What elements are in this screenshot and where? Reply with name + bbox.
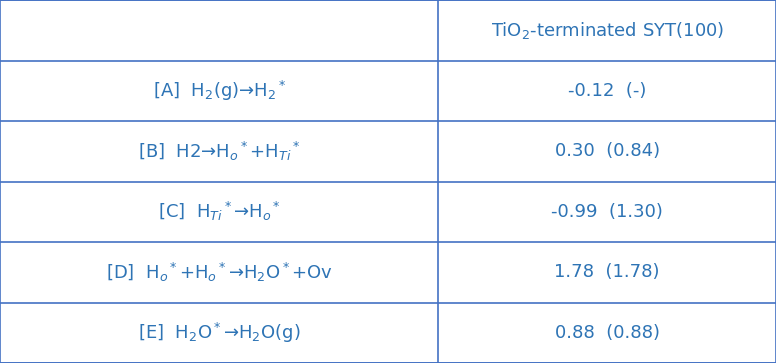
Text: -0.12  (-): -0.12 (-) [568,82,646,100]
Text: [E]  H$_2$O$^*$→H$_2$O(g): [E] H$_2$O$^*$→H$_2$O(g) [138,321,300,345]
Text: [A]  H$_2$(g)→H$_2$$^*$: [A] H$_2$(g)→H$_2$$^*$ [153,79,286,103]
Text: TiO$_2$-terminated SYT(100): TiO$_2$-terminated SYT(100) [490,20,724,41]
Text: 0.30  (0.84): 0.30 (0.84) [555,142,660,160]
Text: 0.88  (0.88): 0.88 (0.88) [555,324,660,342]
Text: 1.78  (1.78): 1.78 (1.78) [555,263,660,281]
Text: [B]  H2→H$_o$$^*$+H$_{Ti}$$^*$: [B] H2→H$_o$$^*$+H$_{Ti}$$^*$ [138,140,300,163]
Text: [C]  H$_{Ti}$$^*$→H$_o$$^*$: [C] H$_{Ti}$$^*$→H$_o$$^*$ [158,200,281,223]
Text: [D]  H$_o$$^*$+H$_o$$^*$→H$_2$O$^*$+Ov: [D] H$_o$$^*$+H$_o$$^*$→H$_2$O$^*$+Ov [106,261,333,284]
Text: -0.99  (1.30): -0.99 (1.30) [551,203,663,221]
